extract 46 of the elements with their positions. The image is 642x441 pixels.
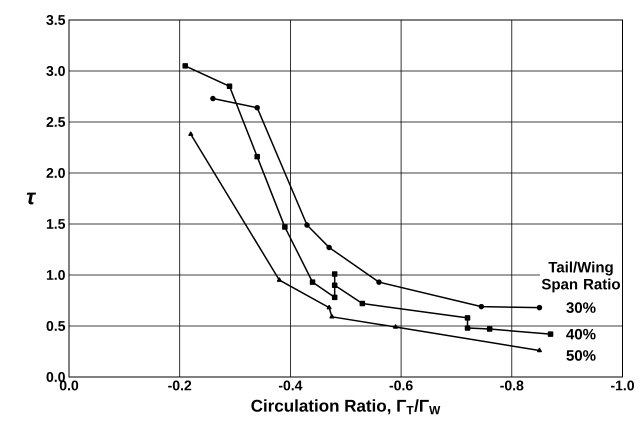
point — [210, 96, 216, 102]
point — [478, 304, 484, 310]
y-tick-label: 3.5 — [46, 15, 66, 25]
point — [254, 104, 260, 110]
point — [332, 271, 338, 277]
point — [464, 315, 470, 321]
x-tick-label: -0.2 — [168, 380, 192, 390]
x-tick-label: -1.0 — [610, 380, 634, 390]
point — [360, 300, 366, 306]
point — [282, 224, 288, 230]
point — [182, 63, 188, 69]
point — [376, 279, 382, 285]
y-tick-label: 2.5 — [46, 117, 66, 127]
point — [276, 277, 282, 282]
x-tick-label: -0.6 — [390, 380, 413, 390]
series-label: 40% — [566, 328, 596, 340]
point — [254, 154, 260, 160]
series-label: 30% — [566, 302, 596, 313]
point — [536, 304, 542, 310]
x-tick-label: -0.4 — [278, 380, 302, 390]
point — [226, 84, 232, 90]
point — [464, 325, 470, 331]
point — [486, 326, 492, 332]
x-tick-label: -0.8 — [500, 380, 524, 390]
point — [332, 282, 338, 288]
point — [548, 331, 554, 337]
y-tick-label: 3.0 — [46, 66, 65, 76]
y-tick-label: 1.5 — [46, 219, 66, 229]
point — [536, 348, 542, 352]
point — [326, 304, 332, 310]
point — [310, 279, 316, 285]
point — [304, 222, 310, 228]
y-tick-label: 1.0 — [46, 270, 65, 280]
point — [329, 314, 334, 319]
y-tick-label: 0.0 — [46, 372, 65, 382]
y-axis-title: τ — [26, 192, 36, 204]
legend-title: Tail/Wing Span Ratio — [542, 261, 620, 292]
x-axis-title: Circulation Ratio, Γ$_{T}$/Γ$_{W}$ — [251, 399, 440, 414]
series-label: 50% — [566, 350, 596, 361]
point — [332, 294, 338, 300]
point — [188, 131, 194, 136]
point — [326, 244, 332, 250]
x-tick-label: 0.0 — [60, 380, 78, 390]
y-tick-label: 2.0 — [46, 168, 65, 178]
y-tick-label: 0.5 — [46, 321, 66, 331]
point — [393, 324, 398, 329]
